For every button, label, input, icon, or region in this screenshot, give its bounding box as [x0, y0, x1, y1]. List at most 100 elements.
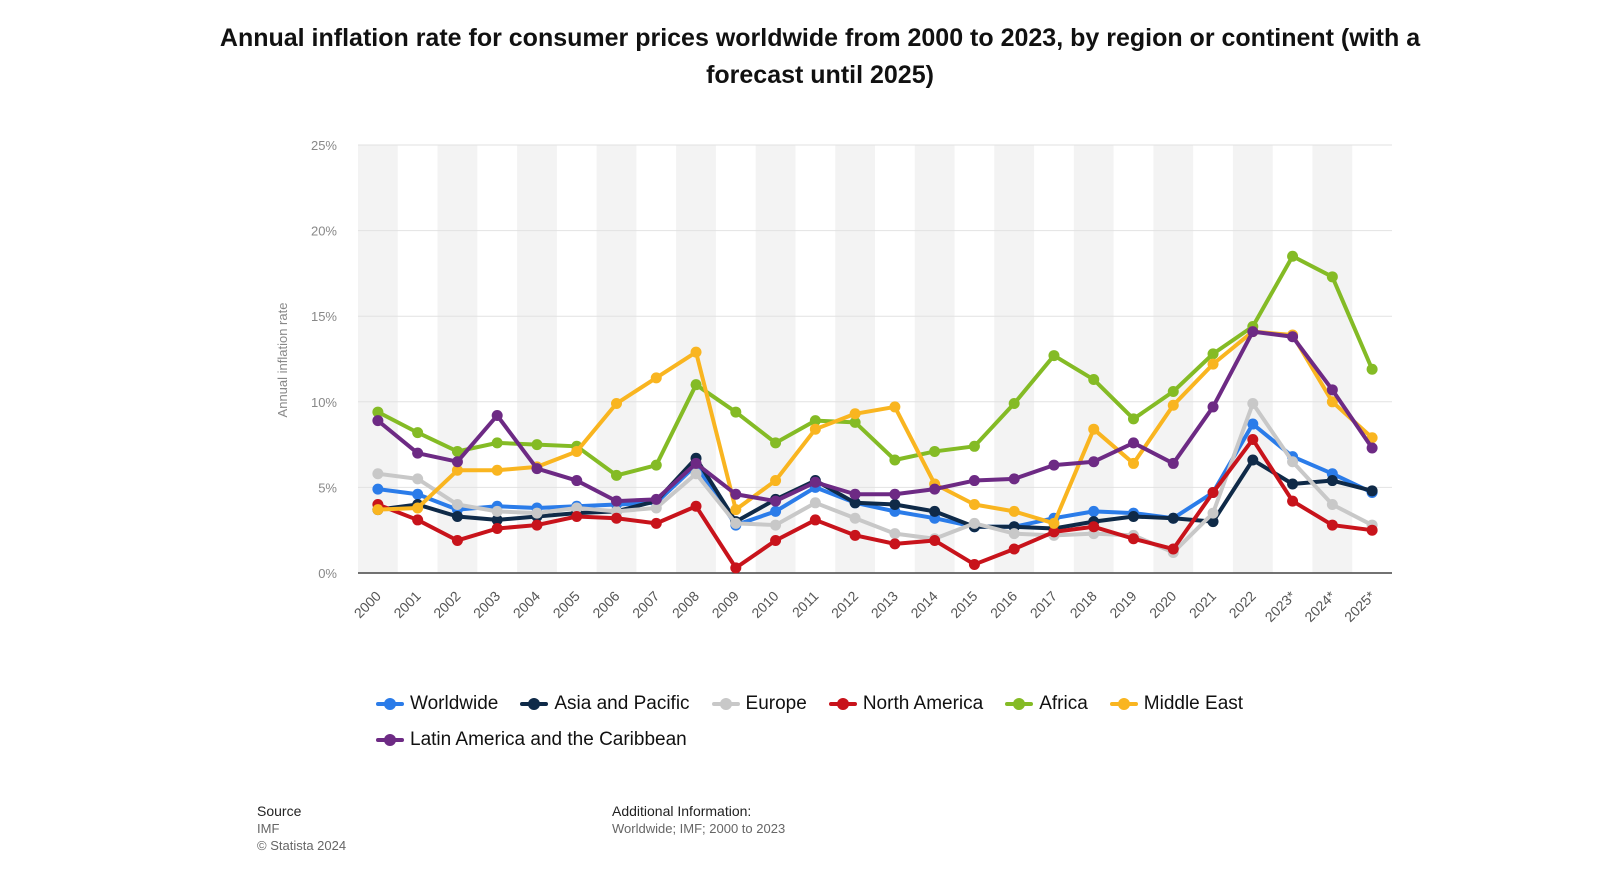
legend-item-middle-east[interactable]: Middle East: [1109, 686, 1243, 722]
data-point-latin-america-and-the-caribbean[interactable]: [1128, 437, 1139, 449]
data-point-latin-america-and-the-caribbean[interactable]: [1287, 331, 1299, 343]
data-point-north-america[interactable]: [1167, 543, 1179, 555]
data-point-north-america[interactable]: [849, 529, 861, 541]
data-point-north-america[interactable]: [1088, 521, 1100, 533]
legend-item-worldwide[interactable]: Worldwide: [376, 686, 498, 722]
legend-item-latin-america-and-the-caribbean[interactable]: Latin America and the Caribbean: [376, 722, 687, 758]
data-point-asia-and-pacific[interactable]: [929, 505, 941, 517]
data-point-latin-america-and-the-caribbean[interactable]: [531, 463, 543, 475]
data-point-north-america[interactable]: [412, 514, 424, 526]
data-point-north-america[interactable]: [809, 514, 821, 526]
data-point-middle-east[interactable]: [372, 504, 384, 516]
data-point-africa[interactable]: [611, 469, 622, 481]
data-point-africa[interactable]: [968, 440, 980, 452]
data-point-middle-east[interactable]: [1048, 517, 1060, 529]
data-point-north-america[interactable]: [1128, 533, 1139, 545]
data-point-middle-east[interactable]: [571, 445, 583, 457]
data-point-europe[interactable]: [531, 507, 543, 519]
data-point-africa[interactable]: [1088, 374, 1100, 386]
data-point-middle-east[interactable]: [1088, 423, 1100, 435]
data-point-north-america[interactable]: [929, 534, 941, 546]
data-point-europe[interactable]: [650, 502, 662, 514]
data-point-north-america[interactable]: [1048, 526, 1060, 538]
data-point-africa[interactable]: [929, 445, 941, 457]
data-point-latin-america-and-the-caribbean[interactable]: [1366, 442, 1378, 454]
data-point-middle-east[interactable]: [889, 401, 901, 413]
data-point-europe[interactable]: [770, 519, 782, 531]
data-point-africa[interactable]: [372, 406, 384, 418]
legend-item-asia-and-pacific[interactable]: Asia and Pacific: [520, 686, 690, 722]
data-point-middle-east[interactable]: [1008, 505, 1020, 517]
data-point-africa[interactable]: [1326, 271, 1338, 283]
data-point-africa[interactable]: [650, 459, 662, 471]
data-point-middle-east[interactable]: [451, 464, 463, 476]
data-point-africa[interactable]: [1167, 386, 1179, 398]
data-point-north-america[interactable]: [1287, 495, 1299, 507]
data-point-asia-and-pacific[interactable]: [1128, 511, 1139, 523]
data-point-worldwide[interactable]: [412, 488, 424, 500]
data-point-latin-america-and-the-caribbean[interactable]: [451, 456, 463, 468]
data-point-europe[interactable]: [1247, 398, 1259, 410]
data-point-europe[interactable]: [1008, 528, 1020, 540]
data-point-africa[interactable]: [889, 454, 901, 466]
data-point-europe[interactable]: [1287, 456, 1299, 468]
data-point-europe[interactable]: [372, 468, 384, 480]
data-point-europe[interactable]: [730, 517, 742, 529]
data-point-africa[interactable]: [1048, 350, 1060, 362]
legend-item-africa[interactable]: Africa: [1005, 686, 1088, 722]
data-point-middle-east[interactable]: [809, 423, 821, 435]
data-point-north-america[interactable]: [968, 558, 980, 570]
copyright[interactable]: © Statista 2024: [257, 838, 347, 853]
data-point-north-america[interactable]: [571, 511, 583, 523]
data-point-africa[interactable]: [1008, 398, 1020, 410]
data-point-europe[interactable]: [451, 499, 463, 511]
data-point-europe[interactable]: [491, 505, 503, 517]
data-point-north-america[interactable]: [491, 522, 503, 534]
data-point-africa[interactable]: [531, 439, 543, 451]
data-point-middle-east[interactable]: [491, 464, 503, 476]
data-point-asia-and-pacific[interactable]: [1247, 454, 1259, 466]
data-point-middle-east[interactable]: [968, 499, 980, 511]
data-point-latin-america-and-the-caribbean[interactable]: [1326, 384, 1338, 396]
data-point-north-america[interactable]: [1366, 524, 1378, 536]
data-point-europe[interactable]: [1207, 507, 1219, 519]
data-point-middle-east[interactable]: [770, 475, 782, 487]
data-point-asia-and-pacific[interactable]: [889, 499, 901, 511]
data-point-north-america[interactable]: [1207, 487, 1219, 499]
data-point-latin-america-and-the-caribbean[interactable]: [1167, 457, 1179, 469]
data-point-north-america[interactable]: [1326, 519, 1338, 531]
data-point-latin-america-and-the-caribbean[interactable]: [968, 475, 980, 487]
data-point-middle-east[interactable]: [849, 408, 861, 420]
data-point-latin-america-and-the-caribbean[interactable]: [1008, 473, 1020, 485]
data-point-europe[interactable]: [1326, 499, 1338, 511]
data-point-africa[interactable]: [412, 427, 424, 439]
data-point-middle-east[interactable]: [412, 502, 424, 514]
data-point-latin-america-and-the-caribbean[interactable]: [1088, 456, 1100, 468]
data-point-latin-america-and-the-caribbean[interactable]: [372, 415, 384, 427]
data-point-asia-and-pacific[interactable]: [451, 511, 463, 523]
legend-item-europe[interactable]: Europe: [711, 686, 807, 722]
data-point-latin-america-and-the-caribbean[interactable]: [611, 495, 622, 507]
data-point-africa[interactable]: [1128, 413, 1139, 425]
data-point-latin-america-and-the-caribbean[interactable]: [571, 475, 583, 487]
data-point-north-america[interactable]: [650, 517, 662, 529]
data-point-middle-east[interactable]: [730, 504, 742, 516]
data-point-europe[interactable]: [571, 502, 583, 514]
data-point-middle-east[interactable]: [611, 398, 622, 410]
data-point-latin-america-and-the-caribbean[interactable]: [690, 457, 702, 469]
data-point-north-america[interactable]: [1247, 433, 1259, 445]
data-point-asia-and-pacific[interactable]: [1366, 485, 1378, 497]
data-point-middle-east[interactable]: [650, 372, 662, 384]
data-point-latin-america-and-the-caribbean[interactable]: [929, 483, 941, 495]
data-point-middle-east[interactable]: [1128, 457, 1139, 469]
data-point-north-america[interactable]: [611, 512, 622, 524]
data-point-asia-and-pacific[interactable]: [849, 497, 861, 509]
data-point-north-america[interactable]: [451, 534, 463, 546]
data-point-europe[interactable]: [809, 497, 821, 509]
data-point-worldwide[interactable]: [372, 483, 384, 495]
data-point-latin-america-and-the-caribbean[interactable]: [770, 495, 782, 507]
data-point-europe[interactable]: [849, 512, 861, 524]
data-point-latin-america-and-the-caribbean[interactable]: [650, 493, 662, 505]
data-point-africa[interactable]: [1287, 250, 1299, 262]
data-point-worldwide[interactable]: [1088, 505, 1100, 517]
